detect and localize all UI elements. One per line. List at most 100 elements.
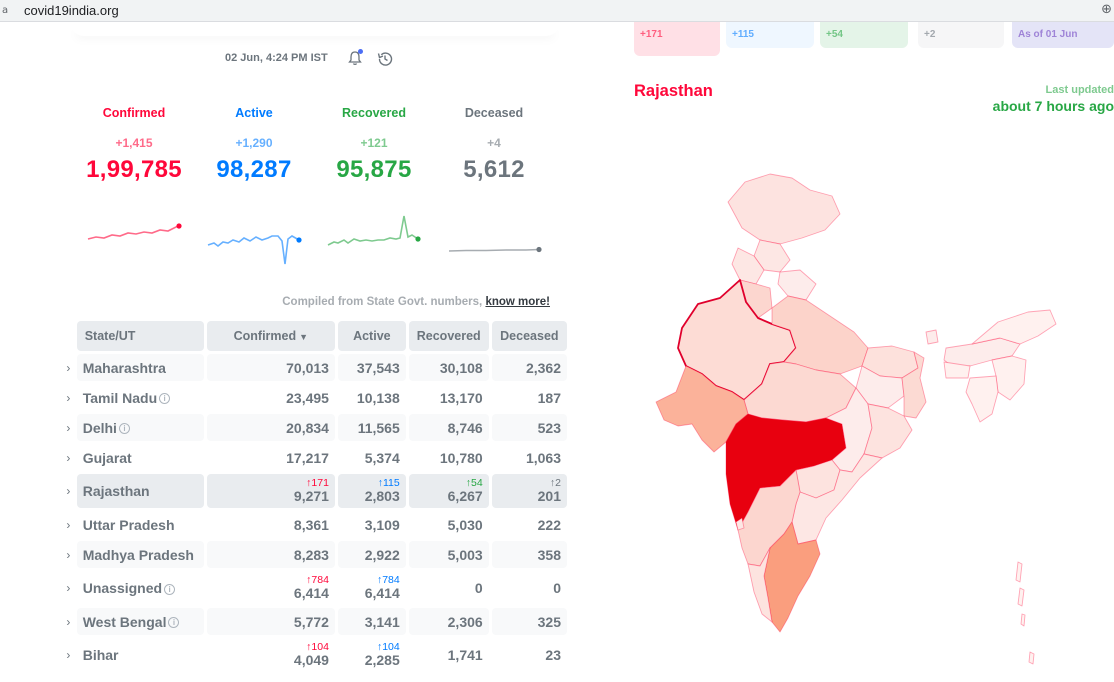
map-stat-confirmed[interactable]: +171 <box>634 22 720 56</box>
header-label: State/UT <box>84 329 136 343</box>
map-state-arunachal <box>971 309 1057 345</box>
cell-confirmed: 17,217 <box>206 444 335 471</box>
table-row[interactable]: › Bihar ↑104 4,049 ↑104 2,285 1,741 23 <box>63 638 567 672</box>
table-row[interactable]: › Unassigned i ↑784 6,414 ↑784 6,414 0 0 <box>63 571 567 605</box>
state-name: West Bengal <box>82 613 167 630</box>
india-choropleth-map[interactable] <box>620 152 1114 682</box>
header-state[interactable]: State/UT <box>76 321 204 351</box>
map-stat-recovered[interactable]: +54 <box>820 22 908 48</box>
header-recovered[interactable]: Recovered <box>408 321 489 351</box>
table-row[interactable]: › Maharashtra 70,013 37,543 30,108 2,362 <box>63 354 567 381</box>
value-confirmed: 4,049 <box>293 652 329 668</box>
chevron-right-icon[interactable]: › <box>66 390 71 405</box>
table-row[interactable]: › West Bengal i 5,772 3,141 2,306 325 <box>63 608 567 635</box>
level-active[interactable]: Active +1,290 98,287 <box>194 106 314 184</box>
chevron-right-icon[interactable]: › <box>66 450 71 465</box>
table-row[interactable]: › Madhya Pradesh 8,283 2,922 5,003 358 <box>63 541 567 568</box>
cell-deceased: ↑2 201 <box>491 474 567 508</box>
state-name-cell: West Bengal i <box>76 608 204 635</box>
dashboard-left-panel: 02 Jun, 4:24 PM IST Confirmed +1,415 1,9… <box>0 22 570 682</box>
level-recovered[interactable]: Recovered +121 95,875 <box>314 106 434 184</box>
sparkline-confirmed <box>87 223 182 240</box>
state-name: Tamil Nadu <box>82 389 158 406</box>
table-row[interactable]: › Tamil Nadu i 23,495 10,138 13,170 187 <box>63 384 567 411</box>
map-state-odisha <box>863 403 913 459</box>
chevron-right-icon[interactable]: › <box>66 581 71 595</box>
table-row[interactable]: › Delhi i 20,834 11,565 8,746 523 <box>63 414 567 441</box>
state-name: Delhi <box>82 419 117 436</box>
map-region-title: Rajasthan <box>634 82 713 100</box>
state-name-cell: Unassigned i <box>76 571 204 605</box>
delta-active: ↑115 <box>377 477 400 489</box>
state-name: Bihar <box>76 638 204 672</box>
table-header-row: State/UT Confirmed ▼ Active Recovered Dec… <box>63 321 567 351</box>
delta-recovered: ↑54 <box>465 477 483 489</box>
cell-confirmed: 70,013 <box>206 354 335 381</box>
header-deceased[interactable]: Deceased <box>491 321 567 351</box>
states-table: State/UT Confirmed ▼ Active Recovered Dec… <box>60 318 570 675</box>
map-andaman-islands <box>1015 561 1035 665</box>
map-state-sikkim <box>925 329 939 345</box>
cell-recovered: 5,003 <box>408 541 489 568</box>
cell-recovered: ↑54 6,267 <box>408 474 489 508</box>
map-state-meghalaya <box>943 361 971 379</box>
chevron-right-icon[interactable]: › <box>66 517 71 532</box>
compiled-text: Compiled from State Govt. numbers, <box>282 296 483 308</box>
chevron-right-icon[interactable]: › <box>66 484 71 498</box>
cell-active: ↑115 2,803 <box>337 474 406 508</box>
cell-recovered: 30,108 <box>408 354 489 381</box>
delta-confirmed: ↑104 <box>306 641 329 653</box>
map-state-west-bengal <box>901 351 927 419</box>
table-row-selected[interactable]: › Rajasthan ↑171 9,271 ↑115 2,803 ↑54 6,267… <box>63 474 567 508</box>
info-icon[interactable]: i <box>159 393 171 405</box>
know-more-link[interactable]: know more! <box>485 296 550 308</box>
map-stat-deceased[interactable]: +2 <box>918 22 1004 48</box>
info-icon[interactable]: i <box>168 617 180 629</box>
last-updated-label: Last updated <box>1045 84 1114 96</box>
delta-active: ↑104 <box>376 641 400 653</box>
cell-deceased: 1,063 <box>491 444 567 471</box>
map-stat-tested[interactable]: As of 01 Jun <box>1012 22 1114 48</box>
cell-deceased: 2,362 <box>491 354 567 381</box>
header-confirmed[interactable]: Confirmed ▼ <box>206 321 335 351</box>
cell-active: 37,543 <box>337 354 406 381</box>
level-delta: +1,290 <box>235 136 273 150</box>
cell-active: 5,374 <box>337 444 406 471</box>
level-total: 5,612 <box>463 156 525 183</box>
chevron-right-icon[interactable]: › <box>66 360 71 375</box>
header-label: Confirmed <box>233 329 297 343</box>
value-recovered: 6,267 <box>447 488 483 504</box>
chevron-right-icon[interactable]: › <box>66 547 71 562</box>
map-panel: +171 +115 +54 +2 As of 01 Jun Rajasthan … <box>620 22 1114 682</box>
sparkline-active <box>207 235 302 265</box>
cell-active: 10,138 <box>337 384 406 411</box>
chevron-right-icon[interactable]: › <box>66 648 71 662</box>
bell-icon[interactable] <box>346 49 364 67</box>
chevron-right-icon[interactable]: › <box>66 614 71 629</box>
cell-active: 2,922 <box>337 541 406 568</box>
header-spacer <box>63 321 74 351</box>
header-active[interactable]: Active <box>337 321 406 351</box>
map-state-kerala <box>747 547 773 623</box>
cell-confirmed: 23,495 <box>206 384 335 411</box>
value-active: 6,414 <box>364 585 400 601</box>
browser-address-bar[interactable]: a covid19india.org ⊕ <box>0 0 1114 22</box>
info-icon[interactable]: i <box>164 583 176 595</box>
compiled-note: Compiled from State Govt. numbers, know … <box>282 296 550 308</box>
info-icon[interactable]: i <box>118 423 130 435</box>
level-confirmed[interactable]: Confirmed +1,415 1,99,785 <box>74 106 194 184</box>
table-row[interactable]: › Gujarat 17,217 5,374 10,780 1,063 <box>63 444 567 471</box>
map-stat-active[interactable]: +115 <box>726 22 814 48</box>
level-total: 98,287 <box>216 156 292 183</box>
level-deceased[interactable]: Deceased +4 5,612 <box>434 106 554 184</box>
lock-icon: a <box>2 5 9 16</box>
url-text[interactable]: covid19india.org <box>24 3 119 18</box>
chevron-right-icon[interactable]: › <box>66 420 71 435</box>
map-state-uttarakhand <box>777 269 817 301</box>
table-row[interactable]: › Uttar Pradesh 8,361 3,109 5,030 222 <box>63 511 567 538</box>
level-total: 95,875 <box>336 156 412 183</box>
history-icon[interactable] <box>376 50 394 68</box>
value-active: 2,285 <box>364 652 400 668</box>
zoom-icon[interactable]: ⊕ <box>1101 2 1112 17</box>
cell-active: ↑104 2,285 <box>337 638 406 672</box>
